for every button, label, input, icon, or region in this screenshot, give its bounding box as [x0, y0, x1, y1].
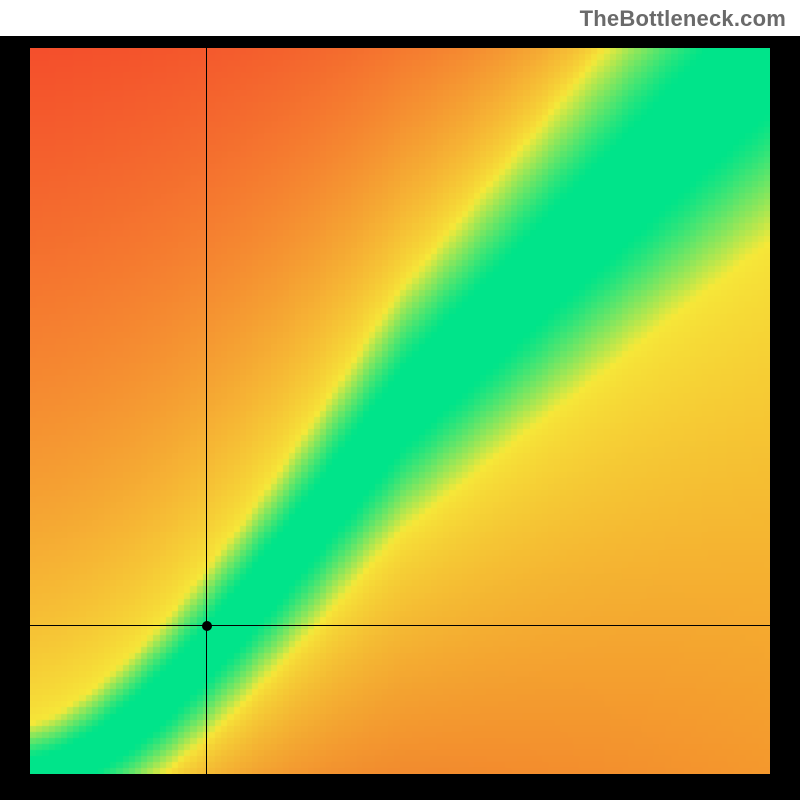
watermark-text: TheBottleneck.com [580, 6, 786, 32]
crosshair-horizontal [30, 625, 770, 626]
chart-container: TheBottleneck.com [0, 0, 800, 800]
plot-area [30, 48, 770, 774]
heatmap-canvas [30, 48, 770, 774]
crosshair-marker [202, 621, 212, 631]
crosshair-vertical [206, 48, 207, 774]
